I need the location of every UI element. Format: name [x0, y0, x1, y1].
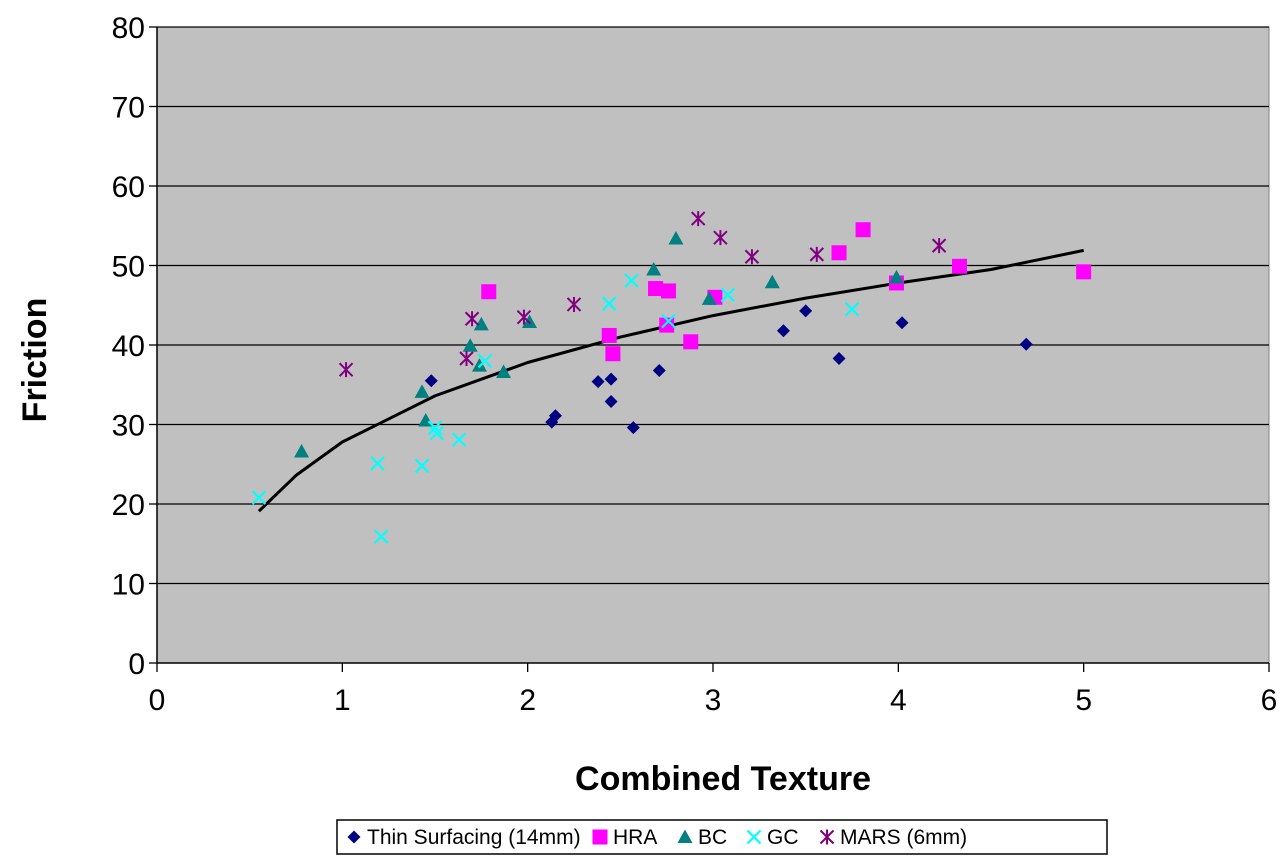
data-point [522, 314, 538, 328]
data-point [624, 273, 639, 288]
data-point [855, 222, 871, 238]
data-point [424, 374, 438, 388]
data-point [652, 363, 666, 377]
y-tick-label: 20 [112, 489, 145, 522]
data-point [548, 409, 562, 423]
data-point [477, 353, 493, 369]
data-point [844, 301, 860, 317]
x-tick-label: 5 [1075, 684, 1092, 717]
data-point [604, 394, 618, 408]
data-point [720, 287, 736, 303]
series-4 [338, 211, 947, 378]
legend-marker-2 [677, 829, 693, 843]
data-point [626, 421, 640, 435]
data-point [951, 258, 967, 274]
data-point [888, 269, 904, 284]
legend-label: HRA [613, 826, 657, 849]
series-3 [251, 273, 860, 544]
data-point [370, 456, 385, 471]
data-point [591, 375, 605, 389]
series-0 [424, 304, 1033, 435]
data-point [648, 281, 664, 297]
data-point [661, 283, 677, 299]
legend-label: GC [767, 826, 799, 849]
data-point [713, 230, 728, 246]
y-axis-ticks: 0 10 20 30 40 50 60 70 80 [112, 12, 157, 681]
data-point [668, 230, 684, 245]
y-tick-label: 80 [112, 12, 145, 45]
y-tick-label: 70 [112, 92, 145, 125]
data-point [701, 291, 717, 305]
data-point [294, 444, 310, 458]
data-point [481, 284, 497, 300]
data-point [604, 372, 618, 386]
x-tick-label: 6 [1261, 684, 1278, 717]
data-point [459, 351, 474, 367]
legend-box [336, 819, 1108, 855]
data-point [605, 346, 621, 362]
data-point [516, 309, 532, 325]
legend-marker-0 [347, 830, 361, 844]
legend: Thin Surfacing (14mm) HRA BC GC MARS (6mm) [336, 819, 1108, 855]
trendline-group [257, 248, 1085, 513]
x-tick-label: 0 [149, 684, 166, 717]
x-tick-label: 4 [890, 684, 907, 717]
data-point [661, 313, 676, 329]
data-points [251, 211, 1092, 544]
y-axis-title: Friction [16, 298, 54, 423]
y-tick-label: 30 [112, 410, 145, 443]
y-tick-label: 0 [128, 648, 145, 681]
gridlines [157, 26, 1269, 585]
trendline [257, 248, 1085, 513]
data-point [251, 490, 267, 505]
legend-marker-4 [819, 829, 835, 845]
x-axis-ticks: 0 1 2 3 4 5 6 [149, 663, 1278, 717]
data-point [601, 296, 617, 311]
data-point [931, 238, 947, 254]
data-point [414, 458, 430, 474]
data-point [799, 304, 813, 318]
legend-label: Thin Surfacing (14mm) [367, 826, 581, 849]
data-point [462, 338, 478, 352]
data-point [1019, 337, 1033, 351]
y-tick-label: 60 [112, 171, 145, 204]
legend-marker-3 [746, 829, 762, 845]
legend-marker-1 [592, 829, 608, 845]
data-point [764, 274, 780, 289]
x-tick-label: 3 [705, 684, 722, 717]
data-point [373, 529, 389, 544]
series-1 [481, 222, 1092, 362]
data-point [1076, 264, 1092, 280]
x-axis-title: Combined Texture [575, 760, 871, 798]
data-point [744, 249, 760, 265]
data-point [683, 334, 699, 350]
data-point [895, 316, 909, 330]
data-point [646, 261, 662, 276]
data-point [776, 324, 790, 338]
data-point [414, 384, 430, 398]
y-tick-label: 40 [112, 330, 145, 363]
y-tick-label: 10 [112, 569, 145, 602]
data-point [809, 246, 824, 262]
data-point [496, 364, 512, 379]
data-point [338, 362, 354, 378]
x-tick-label: 1 [334, 684, 351, 717]
data-point [601, 327, 617, 343]
data-point [429, 425, 445, 441]
data-point [831, 245, 847, 261]
legend-label: BC [698, 826, 727, 849]
data-point [659, 317, 675, 333]
data-point [451, 432, 467, 447]
legend-label: MARS (6mm) [840, 826, 967, 849]
data-point [690, 211, 706, 227]
y-tick-label: 50 [112, 251, 145, 284]
data-point [464, 311, 480, 327]
x-tick-label: 2 [519, 684, 536, 717]
data-point [473, 316, 489, 331]
data-point [566, 296, 582, 312]
data-point [832, 352, 846, 366]
